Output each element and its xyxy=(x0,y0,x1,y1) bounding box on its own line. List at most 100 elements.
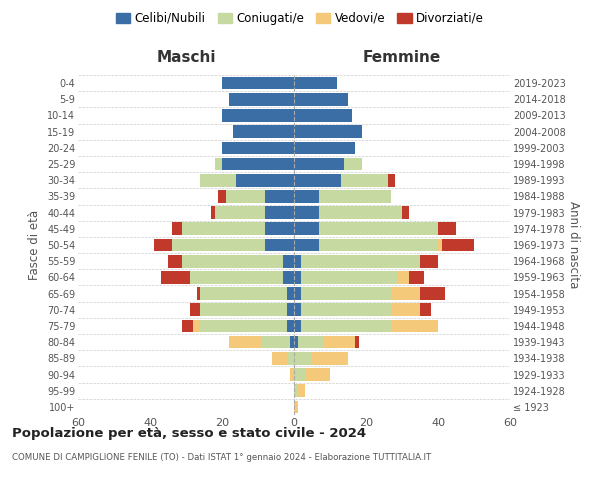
Bar xyxy=(222,158,294,170)
Bar xyxy=(190,271,283,283)
Bar xyxy=(200,320,287,332)
Bar xyxy=(294,93,348,106)
Bar xyxy=(182,320,193,332)
Bar xyxy=(168,255,182,268)
Bar xyxy=(301,255,420,268)
Bar xyxy=(294,271,301,283)
Bar xyxy=(193,320,200,332)
Bar xyxy=(283,255,294,268)
Bar xyxy=(294,400,298,413)
Bar xyxy=(323,336,355,348)
Bar xyxy=(294,126,362,138)
Bar xyxy=(229,93,294,106)
Bar xyxy=(161,271,190,283)
Bar xyxy=(287,352,294,364)
Bar xyxy=(420,304,431,316)
Bar xyxy=(301,320,391,332)
Bar xyxy=(265,190,294,202)
Bar xyxy=(294,368,305,381)
Bar xyxy=(222,77,294,90)
Bar xyxy=(294,77,337,90)
Bar xyxy=(301,271,398,283)
Bar xyxy=(218,190,226,202)
Bar xyxy=(301,288,391,300)
Bar xyxy=(298,384,305,397)
Bar xyxy=(355,336,359,348)
Bar xyxy=(190,304,200,316)
Bar xyxy=(294,352,312,364)
Text: Femmine: Femmine xyxy=(363,50,441,65)
Bar xyxy=(262,336,290,348)
Bar xyxy=(222,142,294,154)
Bar xyxy=(398,271,409,283)
Bar xyxy=(265,206,294,219)
Text: Maschi: Maschi xyxy=(156,50,216,65)
Bar xyxy=(287,320,294,332)
Bar xyxy=(182,222,265,235)
Bar xyxy=(391,320,438,332)
Bar xyxy=(154,238,172,252)
Bar xyxy=(391,304,420,316)
Bar xyxy=(294,336,298,348)
Bar xyxy=(341,174,388,186)
Bar xyxy=(294,384,298,397)
Bar xyxy=(215,206,265,219)
Bar xyxy=(294,174,341,186)
Bar xyxy=(287,288,294,300)
Bar xyxy=(294,255,301,268)
Bar xyxy=(211,206,215,219)
Bar xyxy=(265,222,294,235)
Bar xyxy=(283,271,294,283)
Bar xyxy=(402,206,409,219)
Bar xyxy=(442,238,474,252)
Bar xyxy=(197,288,200,300)
Bar xyxy=(420,288,445,300)
Bar xyxy=(215,158,222,170)
Bar xyxy=(294,222,319,235)
Bar xyxy=(294,238,319,252)
Bar xyxy=(388,174,395,186)
Y-axis label: Fasce di età: Fasce di età xyxy=(28,210,41,280)
Bar xyxy=(391,288,420,300)
Bar xyxy=(233,126,294,138)
Bar xyxy=(294,304,301,316)
Bar xyxy=(290,336,294,348)
Bar xyxy=(438,238,442,252)
Bar xyxy=(200,288,287,300)
Bar xyxy=(319,190,391,202)
Bar xyxy=(290,368,294,381)
Bar xyxy=(172,238,265,252)
Bar xyxy=(344,158,362,170)
Bar xyxy=(409,271,424,283)
Bar xyxy=(438,222,456,235)
Bar xyxy=(222,109,294,122)
Bar xyxy=(312,352,348,364)
Bar xyxy=(200,304,287,316)
Bar xyxy=(294,320,301,332)
Bar xyxy=(294,158,344,170)
Bar xyxy=(229,336,262,348)
Bar xyxy=(272,352,287,364)
Bar xyxy=(172,222,182,235)
Text: COMUNE DI CAMPIGLIONE FENILE (TO) - Dati ISTAT 1° gennaio 2024 - Elaborazione TU: COMUNE DI CAMPIGLIONE FENILE (TO) - Dati… xyxy=(12,452,431,462)
Bar xyxy=(319,206,402,219)
Bar xyxy=(319,238,438,252)
Bar xyxy=(226,190,265,202)
Bar xyxy=(420,255,438,268)
Bar xyxy=(319,222,438,235)
Bar xyxy=(287,304,294,316)
Bar xyxy=(182,255,283,268)
Bar xyxy=(294,206,319,219)
Bar xyxy=(301,304,391,316)
Text: Popolazione per età, sesso e stato civile - 2024: Popolazione per età, sesso e stato civil… xyxy=(12,428,366,440)
Bar xyxy=(265,238,294,252)
Y-axis label: Anni di nascita: Anni di nascita xyxy=(566,202,580,288)
Bar xyxy=(294,288,301,300)
Bar xyxy=(200,174,236,186)
Bar xyxy=(305,368,330,381)
Bar xyxy=(294,142,355,154)
Bar xyxy=(294,190,319,202)
Bar xyxy=(236,174,294,186)
Bar xyxy=(298,336,323,348)
Legend: Celibi/Nubili, Coniugati/e, Vedovi/e, Divorziati/e: Celibi/Nubili, Coniugati/e, Vedovi/e, Di… xyxy=(112,8,488,28)
